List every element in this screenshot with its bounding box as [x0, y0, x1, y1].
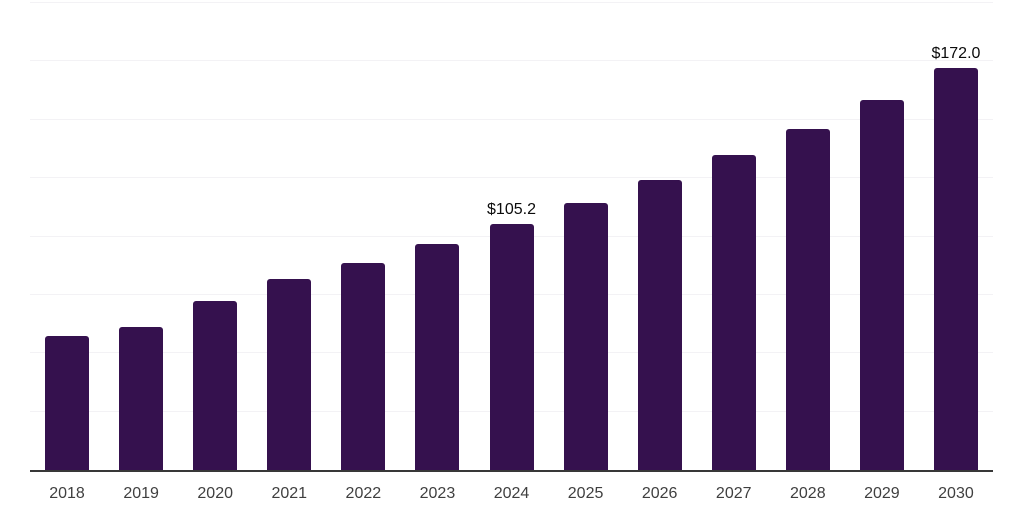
bar-2024 [489, 224, 534, 470]
x-tick-2026: 2026 [641, 485, 678, 502]
data-label-2030: $172.0 [931, 45, 981, 63]
plot-area: $105.2 $172.0 [30, 2, 993, 472]
bar-2021 [267, 279, 312, 470]
x-tick-2025: 2025 [567, 485, 604, 502]
x-tick-2022: 2022 [345, 485, 382, 502]
x-tick-2024: 2024 [493, 485, 530, 502]
bar-2028 [785, 128, 830, 470]
bar-2029 [859, 99, 904, 470]
gridline-200 [30, 2, 993, 3]
x-tick-2028: 2028 [790, 485, 826, 502]
x-tick-2019: 2019 [123, 485, 159, 502]
bar-2025 [563, 203, 608, 470]
bar-2018 [45, 335, 90, 470]
x-tick-2020: 2020 [197, 485, 233, 502]
gridline-150 [30, 118, 993, 120]
x-tick-2027: 2027 [715, 485, 752, 502]
x-tick-2018: 2018 [49, 485, 85, 502]
bar-2030 [933, 68, 978, 470]
data-label-2024: $105.2 [487, 201, 536, 219]
bar-2022 [341, 262, 386, 470]
x-tick-2030: 2030 [938, 485, 974, 502]
bar-2027 [711, 155, 756, 470]
gridline-125 [30, 177, 993, 179]
x-tick-2021: 2021 [271, 485, 308, 502]
bar-2020 [193, 300, 238, 470]
gridline-175 [30, 60, 993, 62]
bar-2023 [415, 243, 460, 470]
x-tick-2023: 2023 [419, 485, 456, 502]
bar-2026 [637, 180, 682, 470]
x-tick-2029: 2029 [864, 485, 900, 502]
bar-2019 [119, 326, 164, 470]
